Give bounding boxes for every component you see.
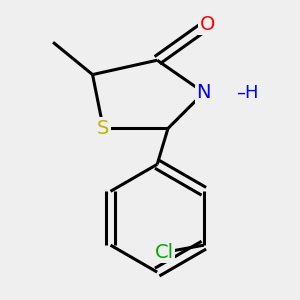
Text: O: O (200, 15, 215, 34)
Text: S: S (97, 119, 110, 138)
Text: –H: –H (236, 83, 259, 101)
Text: N: N (196, 83, 211, 102)
Text: Cl: Cl (155, 243, 174, 262)
